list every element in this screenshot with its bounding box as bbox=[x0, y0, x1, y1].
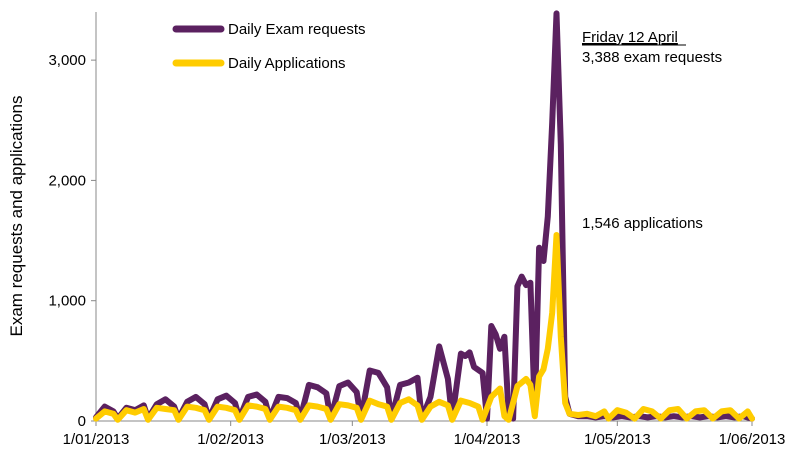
y-tick-label: 2,000 bbox=[48, 172, 86, 189]
series-layer bbox=[93, 10, 755, 423]
y-tick-label: 1,000 bbox=[48, 293, 86, 310]
series-line-applications bbox=[93, 232, 755, 423]
y-axis-title: Exam requests and applications bbox=[7, 96, 26, 337]
x-tick-label: 1/03/2013 bbox=[319, 431, 386, 448]
y-tick-label: 0 bbox=[78, 413, 86, 430]
x-tick-label: 1/02/2013 bbox=[197, 431, 264, 448]
legend: Daily Exam requests Daily Applications bbox=[172, 21, 366, 72]
x-tick-label: 1/06/2013 bbox=[719, 431, 786, 448]
annotation-applications: 1,546 applications bbox=[582, 215, 703, 232]
x-ticks: 1/01/2013 1/02/2013 1/03/2013 1/04/2013 1/05… bbox=[63, 421, 786, 448]
annotation-exam-requests: 3,388 exam requests bbox=[582, 49, 722, 66]
x-tick-label: 1/05/2013 bbox=[584, 431, 651, 448]
y-ticks: 0 1,000 2,000 3,000 bbox=[48, 52, 96, 430]
x-tick-label: 1/01/2013 bbox=[63, 431, 130, 448]
x-tick-label: 1/04/2013 bbox=[454, 431, 521, 448]
annotations: Friday 12 April 3,388 exam requests 1,54… bbox=[582, 29, 722, 232]
y-tick-label: 3,000 bbox=[48, 52, 86, 69]
legend-label-applications: Daily Applications bbox=[228, 55, 346, 72]
legend-label-exam-requests: Daily Exam requests bbox=[228, 21, 366, 38]
annotation-date: Friday 12 April bbox=[582, 29, 678, 46]
